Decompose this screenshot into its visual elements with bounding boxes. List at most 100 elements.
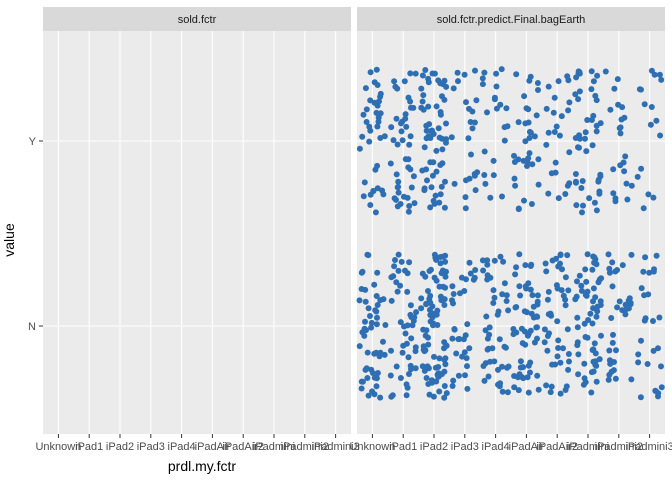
data-point: [373, 321, 380, 328]
data-point: [573, 179, 579, 186]
data-point: [535, 181, 542, 188]
data-point: [606, 347, 613, 354]
data-point: [575, 144, 581, 151]
data-point: [433, 311, 440, 318]
data-point: [617, 124, 624, 131]
data-point: [401, 78, 408, 85]
data-point: [407, 70, 414, 77]
data-point: [404, 270, 411, 277]
data-point: [521, 328, 528, 335]
data-point: [590, 285, 597, 292]
data-point: [647, 121, 654, 128]
data-point: [512, 271, 519, 278]
data-point: [472, 267, 479, 273]
data-point: [430, 322, 436, 329]
data-point: [425, 133, 432, 140]
data-point: [363, 119, 370, 125]
data-point: [485, 345, 492, 352]
data-point: [622, 311, 629, 318]
data-point: [394, 288, 401, 295]
data-point: [586, 195, 593, 202]
data-point: [597, 298, 604, 305]
data-point: [515, 387, 522, 394]
data-point: [575, 371, 582, 378]
data-point: [394, 141, 401, 148]
data-point: [638, 165, 645, 172]
y-axis-title: value: [1, 223, 17, 257]
data-point: [432, 254, 439, 261]
data-point: [619, 307, 626, 314]
data-point: [580, 381, 587, 388]
data-point: [392, 83, 399, 90]
data-point: [461, 71, 468, 78]
data-point: [388, 124, 395, 131]
data-point: [419, 72, 426, 79]
data-point: [388, 297, 395, 304]
data-point: [486, 324, 493, 331]
data-point: [499, 291, 506, 298]
data-point: [519, 340, 526, 347]
data-point: [376, 353, 383, 360]
data-point: [493, 70, 500, 77]
data-point: [512, 182, 519, 189]
data-point: [470, 276, 477, 283]
data-point: [441, 383, 448, 389]
data-point: [529, 292, 536, 299]
data-point: [557, 260, 563, 267]
x-tick-label: iPad2: [106, 441, 134, 453]
data-point: [491, 257, 498, 264]
data-point: [418, 295, 425, 302]
data-point: [403, 123, 410, 130]
data-point: [505, 307, 512, 314]
data-point: [422, 273, 429, 280]
data-point: [598, 332, 604, 339]
data-point: [365, 392, 372, 399]
data-point: [533, 324, 540, 331]
data-point: [557, 390, 564, 397]
data-point: [469, 125, 476, 132]
data-point: [443, 139, 449, 146]
data-point: [635, 351, 642, 358]
data-point: [591, 199, 598, 206]
data-point: [441, 96, 448, 103]
data-point: [463, 355, 470, 362]
data-point: [646, 269, 653, 276]
data-point: [614, 304, 621, 311]
data-point: [611, 85, 618, 92]
data-point: [368, 324, 375, 331]
data-point: [533, 112, 540, 119]
data-point: [526, 135, 533, 141]
data-point: [635, 359, 642, 366]
facet-strip-label: sold.fctr: [178, 14, 217, 26]
data-point: [528, 201, 535, 207]
data-point: [545, 311, 552, 318]
data-point: [405, 354, 412, 361]
data-point: [594, 308, 601, 315]
data-point: [467, 119, 474, 125]
data-point: [406, 203, 413, 209]
data-point: [372, 166, 379, 173]
data-point: [621, 168, 628, 175]
data-point: [402, 115, 409, 122]
data-point: [513, 264, 520, 271]
data-point: [428, 184, 435, 191]
data-point: [482, 180, 489, 187]
data-point: [484, 335, 491, 342]
data-point: [594, 72, 601, 79]
data-point: [402, 330, 409, 337]
data-point: [501, 137, 508, 144]
data-point: [436, 199, 443, 206]
data-point: [406, 259, 413, 266]
data-point: [565, 287, 572, 294]
data-point: [526, 150, 533, 157]
data-point: [578, 287, 585, 294]
data-point: [644, 361, 651, 367]
data-point: [451, 326, 458, 332]
data-point: [501, 280, 508, 287]
data-point: [390, 273, 397, 280]
data-point: [450, 291, 457, 297]
data-point: [498, 66, 505, 73]
data-point: [382, 322, 389, 328]
data-point: [522, 262, 529, 269]
data-point: [443, 120, 449, 127]
